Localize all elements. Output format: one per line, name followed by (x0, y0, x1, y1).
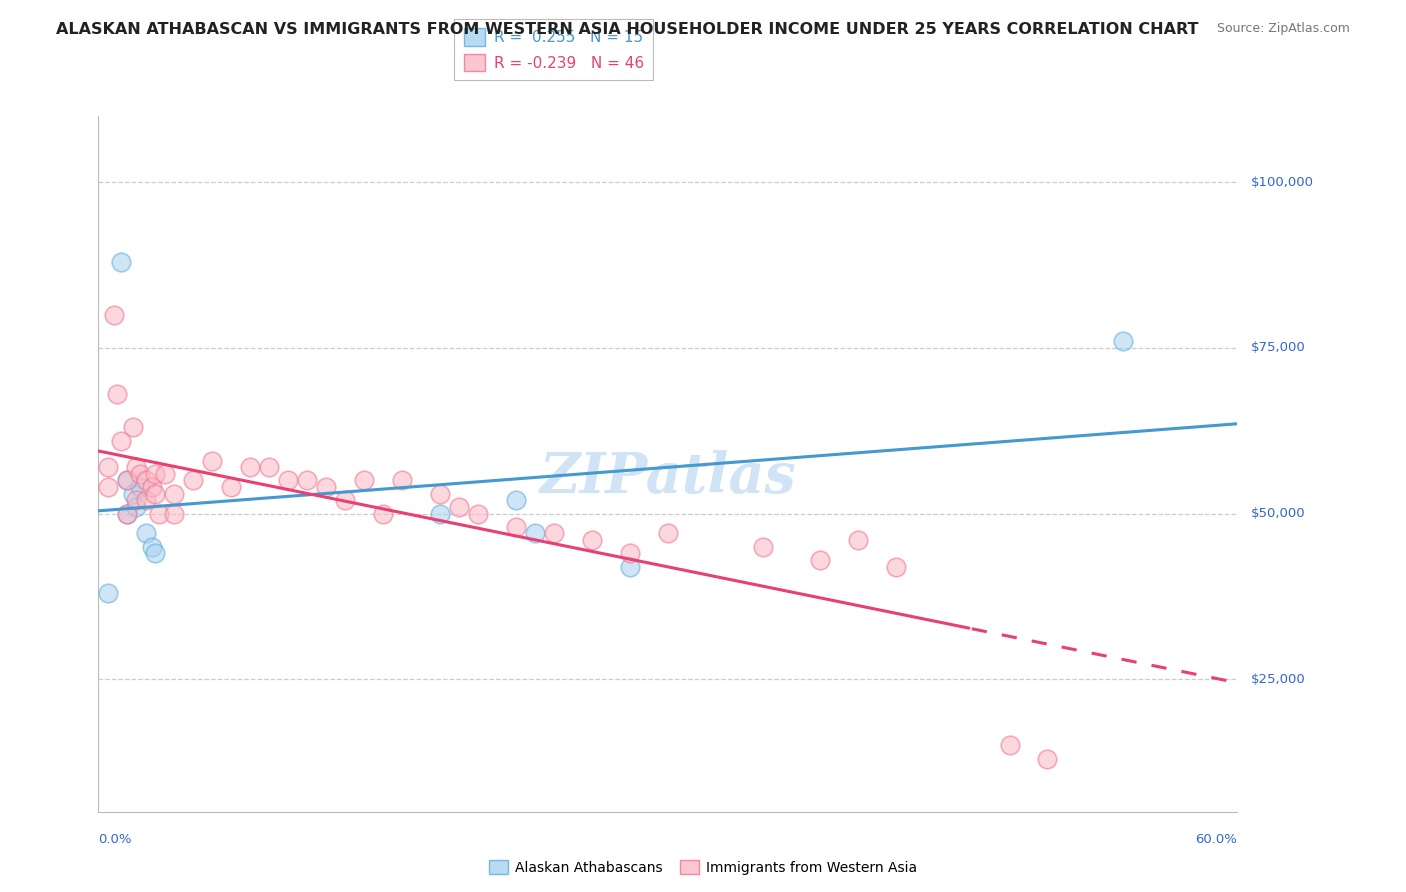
Point (239, 460, 262, 475)
Point (103, 308, 125, 322)
Point (657, 526, 679, 541)
Point (129, 480, 152, 494)
Point (110, 254, 132, 268)
Point (524, 526, 547, 541)
Point (115, 474, 138, 488)
Point (97, 460, 120, 475)
Point (277, 474, 299, 488)
Point (135, 474, 157, 488)
Point (429, 486, 451, 500)
Point (121, 486, 143, 500)
Text: ZIPatlas: ZIPatlas (540, 450, 796, 505)
Text: Source: ZipAtlas.com: Source: ZipAtlas.com (1216, 22, 1350, 36)
Point (429, 507, 451, 521)
Point (846, 533, 869, 547)
Point (808, 553, 831, 567)
Point (505, 493, 527, 508)
Point (115, 507, 138, 521)
Text: 0.0%: 0.0% (98, 832, 132, 846)
Text: $100,000: $100,000 (1251, 176, 1315, 189)
Text: $50,000: $50,000 (1251, 507, 1306, 520)
Point (125, 500, 148, 514)
Point (97, 586, 120, 600)
Point (145, 486, 167, 500)
Point (115, 507, 138, 521)
Point (107, 387, 129, 401)
Point (391, 474, 413, 488)
Point (145, 467, 167, 481)
Point (221, 480, 243, 494)
Point (183, 474, 205, 488)
Point (135, 526, 157, 541)
Point (752, 540, 775, 554)
Point (335, 493, 357, 508)
Point (121, 420, 143, 434)
Point (315, 480, 337, 494)
Point (125, 493, 148, 508)
Point (141, 540, 163, 554)
Point (141, 480, 163, 494)
Point (619, 546, 641, 560)
Point (110, 434, 132, 448)
Point (467, 507, 489, 521)
Point (619, 559, 641, 574)
Point (884, 559, 907, 574)
Text: ALASKAN ATHABASCAN VS IMMIGRANTS FROM WESTERN ASIA HOUSEHOLDER INCOME UNDER 25 Y: ALASKAN ATHABASCAN VS IMMIGRANTS FROM WE… (56, 22, 1199, 37)
Point (449, 500, 471, 514)
Point (163, 507, 186, 521)
Legend: R =  0.255   N = 15, R = -0.239   N = 46: R = 0.255 N = 15, R = -0.239 N = 46 (454, 20, 654, 80)
Point (129, 467, 152, 481)
Point (125, 460, 148, 475)
Text: $25,000: $25,000 (1251, 673, 1306, 686)
Point (543, 526, 565, 541)
Point (371, 507, 394, 521)
Point (998, 739, 1021, 753)
Point (297, 474, 319, 488)
Point (148, 507, 170, 521)
Point (115, 474, 138, 488)
Point (163, 486, 186, 500)
Point (1036, 752, 1059, 766)
Point (97, 480, 120, 494)
Point (505, 520, 527, 534)
Legend: Alaskan Athabascans, Immigrants from Western Asia: Alaskan Athabascans, Immigrants from Wes… (484, 855, 922, 880)
Text: $75,000: $75,000 (1251, 342, 1306, 354)
Point (153, 467, 176, 481)
Point (353, 474, 375, 488)
Point (135, 493, 157, 508)
Point (145, 546, 167, 560)
Point (581, 533, 603, 547)
Point (1112, 334, 1135, 349)
Point (201, 453, 224, 467)
Point (259, 460, 281, 475)
Text: 60.0%: 60.0% (1195, 832, 1237, 846)
